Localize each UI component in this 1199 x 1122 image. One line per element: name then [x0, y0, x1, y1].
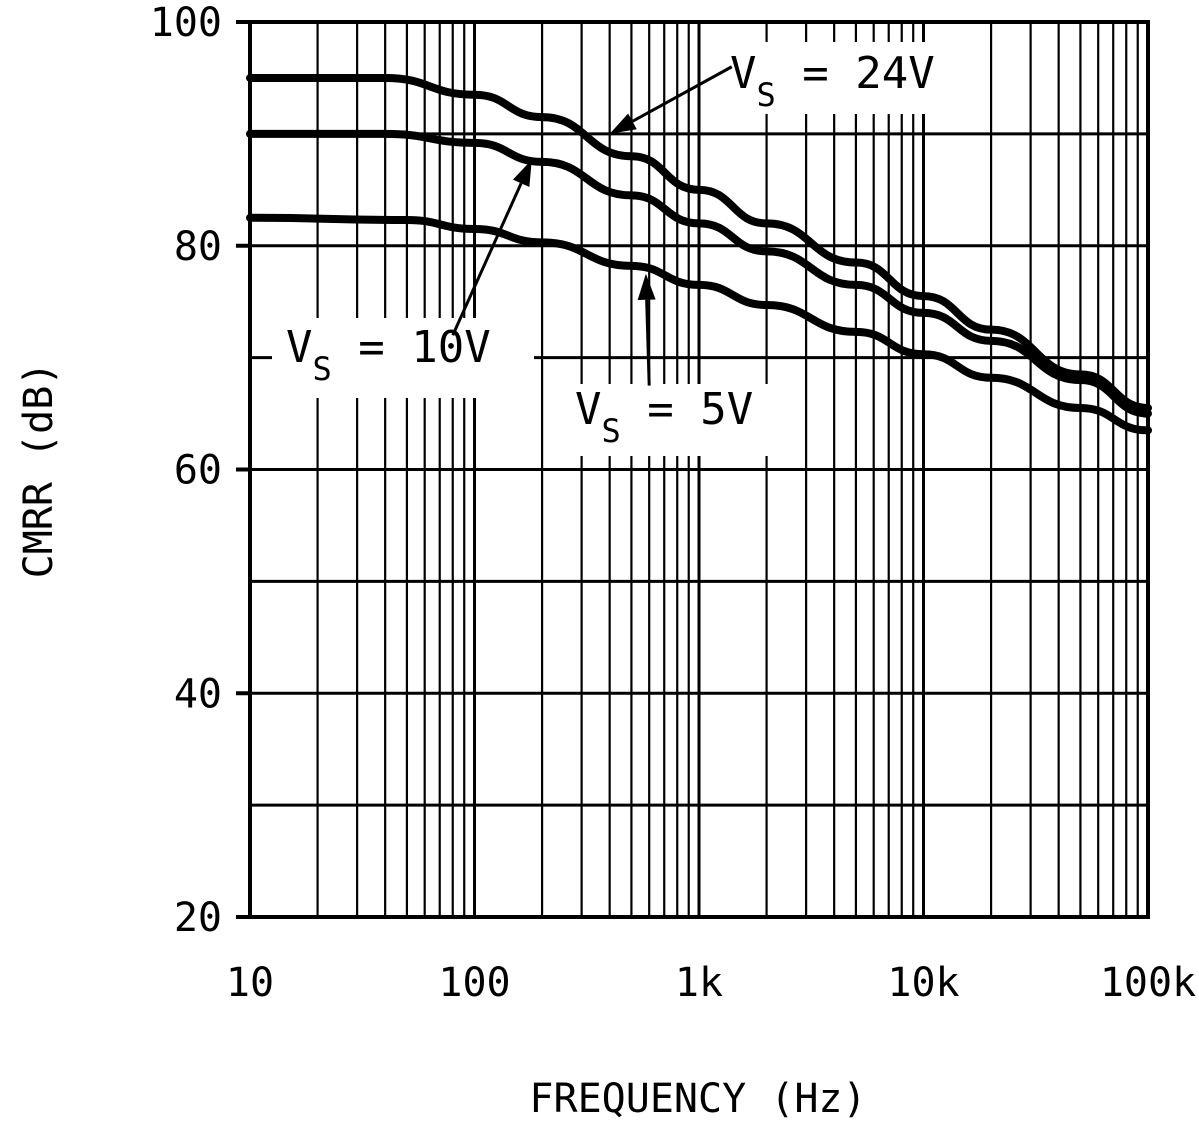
y-axis-title: CMRR (dB) [16, 362, 62, 579]
series-label-2: VS = 5V [575, 384, 753, 450]
x-tick-label: 100k [1100, 960, 1196, 1006]
x-tick-label: 100 [438, 960, 510, 1006]
annotation-arrowhead-1 [512, 159, 532, 188]
y-tick-label: 40 [174, 671, 222, 717]
curve-series-1 [246, 129, 1152, 418]
x-tick-label: 10 [226, 960, 274, 1006]
y-tick-mark [236, 467, 252, 472]
y-tick-mark [236, 691, 252, 696]
y-tick-mark [236, 915, 252, 919]
x-tick-label: 10k [887, 960, 959, 1006]
annotation-arrow-line-0 [631, 65, 733, 123]
series-label-box-2 [545, 384, 770, 456]
annotation-arrowhead-2 [637, 273, 656, 300]
y-tick-mark [236, 243, 252, 248]
annotation-arrow-line-2 [645, 299, 651, 386]
series-label-box-0 [722, 42, 972, 114]
curve-series-0 [246, 73, 1152, 412]
y-tick-label: 80 [174, 224, 222, 270]
tick-labels: 20 40 60 80 100 10 100 1k 10k 100k [150, 0, 1196, 1006]
curve-series-2 [246, 213, 1152, 435]
plot-frame [248, 20, 1150, 919]
y-tick-mark [236, 20, 252, 24]
annotations: VS = 24V VS = 10V VS = 5V [272, 42, 972, 456]
series-label-1: VS = 10V [286, 322, 491, 388]
y-tick-label: 100 [150, 0, 222, 46]
y-tick-label: 20 [174, 895, 222, 941]
curves [246, 73, 1152, 435]
annotation-arrowhead-0 [609, 113, 637, 134]
annotation-arrow-line-1 [451, 182, 523, 336]
x-tick-label: 1k [675, 960, 723, 1006]
x-axis-title: FREQUENCY (Hz) [529, 1076, 866, 1122]
y-tick-label: 60 [174, 448, 222, 494]
series-label-0: VS = 24V [730, 48, 935, 114]
series-label-box-1 [272, 318, 534, 398]
grid [250, 22, 1148, 917]
